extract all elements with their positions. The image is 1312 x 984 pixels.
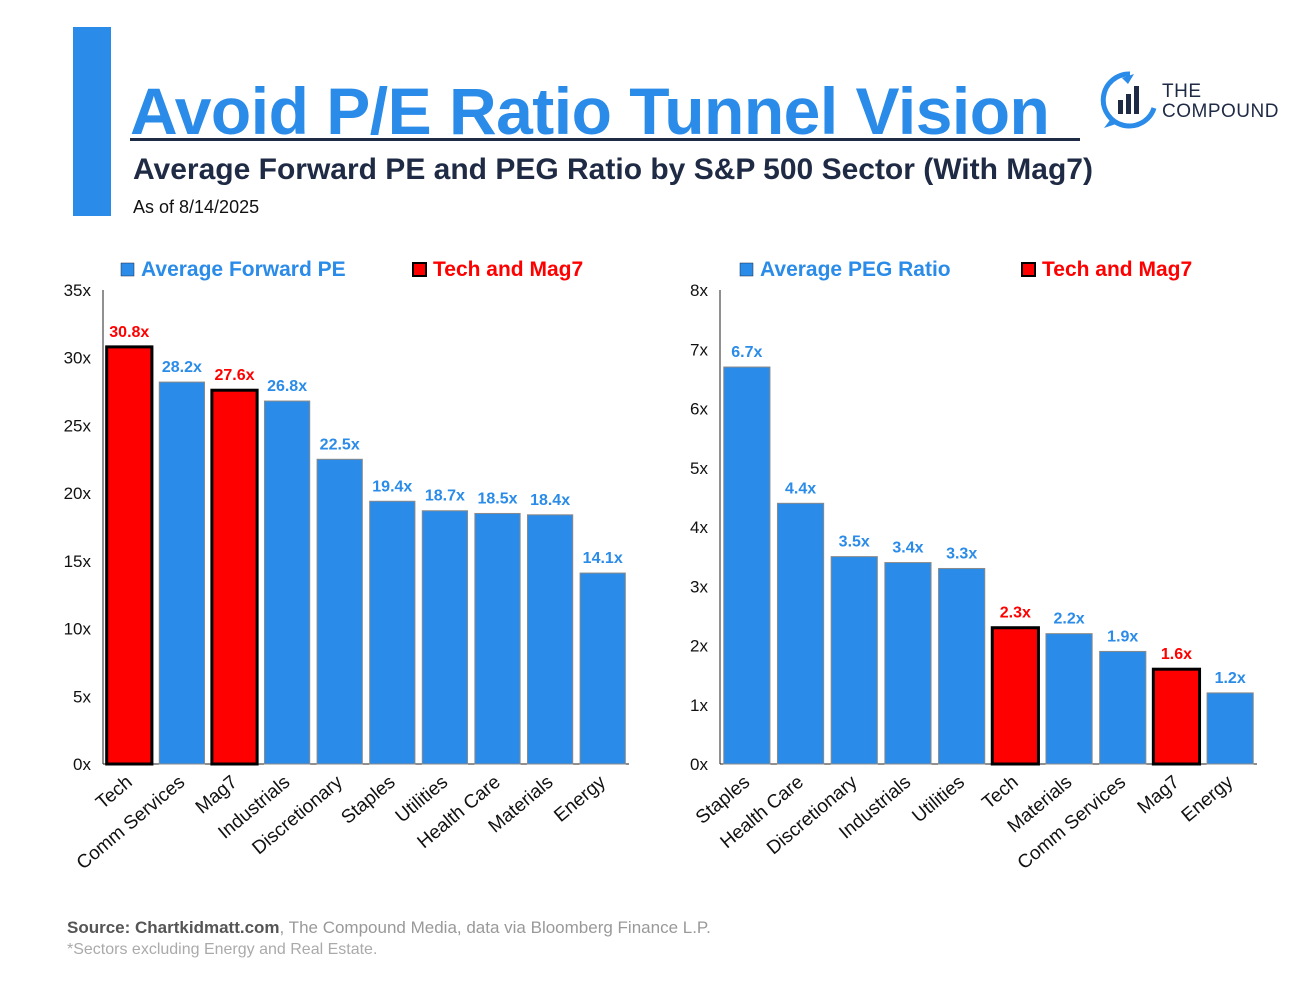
peg-bar-materials <box>1045 633 1093 765</box>
pe-bar-industrials <box>263 400 311 765</box>
peg-legend-swatch-red <box>1021 262 1036 277</box>
peg-data-label: 3.5x <box>839 534 870 551</box>
peg-category-label: Mag7 <box>1134 772 1184 819</box>
pe-legend-swatch-blue <box>120 262 135 277</box>
peg-category-label: Utilities <box>908 772 968 827</box>
peg-bar-utilities <box>938 567 986 765</box>
peg-ytick-label: 1x <box>690 696 708 715</box>
peg-ytick-label: 8x <box>690 281 708 300</box>
compound-logo-icon <box>1100 71 1157 129</box>
peg-data-label: 6.7x <box>731 344 762 361</box>
peg-bar-energy <box>1206 692 1254 765</box>
peg-ytick-label: 2x <box>690 637 708 656</box>
page-title: Avoid P/E Ratio Tunnel Vision <box>130 74 1050 148</box>
pe-data-label: 14.1x <box>583 550 623 567</box>
accent-bar <box>73 27 111 216</box>
chart-subtitle: Average Forward PE and PEG Ratio by S&P … <box>133 153 1093 186</box>
brand-line-2: COMPOUND <box>1162 100 1279 122</box>
pe-category-label: Energy <box>550 771 610 826</box>
peg-bar-industrials <box>884 562 932 765</box>
pe-data-label: 18.4x <box>530 492 570 509</box>
peg-bar-health-care <box>776 502 825 765</box>
peg-data-label: 1.9x <box>1107 628 1138 645</box>
peg-data-label: 1.6x <box>1161 646 1192 663</box>
peg-ratio-chart: Average PEG Ratio Tech and Mag7 0x 1x 2x 3x 4x… <box>690 258 1257 874</box>
peg-ytick-label: 3x <box>690 577 708 596</box>
pe-category-label: Tech <box>92 772 136 814</box>
pe-category-label: Discretionary <box>248 771 347 859</box>
title-underline <box>130 138 1080 141</box>
pe-data-label: 26.8x <box>267 378 307 395</box>
peg-data-label: 3.4x <box>892 540 923 557</box>
pe-bar-staples <box>369 500 416 765</box>
pe-ytick-label: 35x <box>64 281 92 300</box>
pe-bar-tech <box>105 345 154 766</box>
pe-bar-discretionary <box>316 458 363 765</box>
peg-ytick-label: 5x <box>690 459 708 478</box>
pe-bar-health-care <box>474 512 521 765</box>
pe-ytick-label: 30x <box>64 349 92 368</box>
peg-data-label: 2.2x <box>1053 611 1084 628</box>
footnote: *Sectors excluding Energy and Real Estat… <box>67 941 378 958</box>
pe-ytick-label: 15x <box>64 552 92 571</box>
peg-bar-tech <box>990 626 1040 766</box>
source-label: Source: Chartkidmatt.com <box>67 918 280 937</box>
pe-ytick-label: 20x <box>64 484 92 503</box>
peg-bar-staples <box>723 366 771 765</box>
pe-ytick-label: 25x <box>64 416 92 435</box>
pe-bar-materials <box>526 514 574 765</box>
brand-line-1: THE <box>1162 81 1202 102</box>
peg-legend-swatch-blue <box>739 262 754 277</box>
pe-data-label: 28.2x <box>162 359 202 376</box>
as-of-date: As of 8/14/2025 <box>133 197 260 217</box>
peg-data-label: 3.3x <box>946 545 977 562</box>
pe-data-label: 18.7x <box>425 488 465 505</box>
peg-bar-comm-services <box>1099 650 1147 765</box>
pe-ytick-label: 0x <box>73 755 91 774</box>
pe-bar-utilities <box>421 510 469 765</box>
peg-data-label: 2.3x <box>1000 605 1031 622</box>
peg-ytick-label: 6x <box>690 400 708 419</box>
pe-data-label: 27.6x <box>214 367 254 384</box>
brand-logo: THE COMPOUND <box>1100 70 1300 134</box>
pe-ytick-label: 5x <box>73 687 91 706</box>
peg-ytick-label: 4x <box>690 518 708 537</box>
pe-legend-label-red: Tech and Mag7 <box>433 258 583 281</box>
peg-bar-discretionary <box>830 556 878 765</box>
source-line: Source: Chartkidmatt.com, The Compound M… <box>67 918 711 938</box>
peg-data-label: 4.4x <box>785 480 816 497</box>
pe-category-label: Staples <box>337 772 399 829</box>
peg-category-label: Energy <box>1178 771 1238 826</box>
pe-data-label: 18.5x <box>477 490 517 507</box>
brand-name: THE COMPOUND <box>1162 82 1279 122</box>
pe-bar-mag7 <box>210 388 259 766</box>
pe-bar-comm-services <box>158 381 206 765</box>
pe-legend-label-blue: Average Forward PE <box>141 258 346 281</box>
peg-legend-label-blue: Average PEG Ratio <box>760 258 951 281</box>
pe-legend-swatch-red <box>412 262 427 277</box>
peg-legend-label-red: Tech and Mag7 <box>1042 258 1192 281</box>
peg-category-label: Tech <box>978 772 1022 814</box>
peg-ytick-label: 7x <box>690 340 708 359</box>
peg-bar-mag7 <box>1151 667 1202 766</box>
source-rest: , The Compound Media, data via Bloomberg… <box>279 918 711 937</box>
pe-data-label: 19.4x <box>372 478 412 495</box>
peg-data-label: 1.2x <box>1215 670 1246 687</box>
peg-ytick-label: 0x <box>690 755 708 774</box>
pe-ytick-label: 10x <box>64 620 92 639</box>
pe-data-label: 22.5x <box>320 436 360 453</box>
forward-pe-chart: Average Forward PE Tech and Mag7 0x 5x 10x 15… <box>64 258 629 874</box>
pe-data-label: 30.8x <box>109 324 149 341</box>
pe-bar-energy <box>579 572 626 765</box>
